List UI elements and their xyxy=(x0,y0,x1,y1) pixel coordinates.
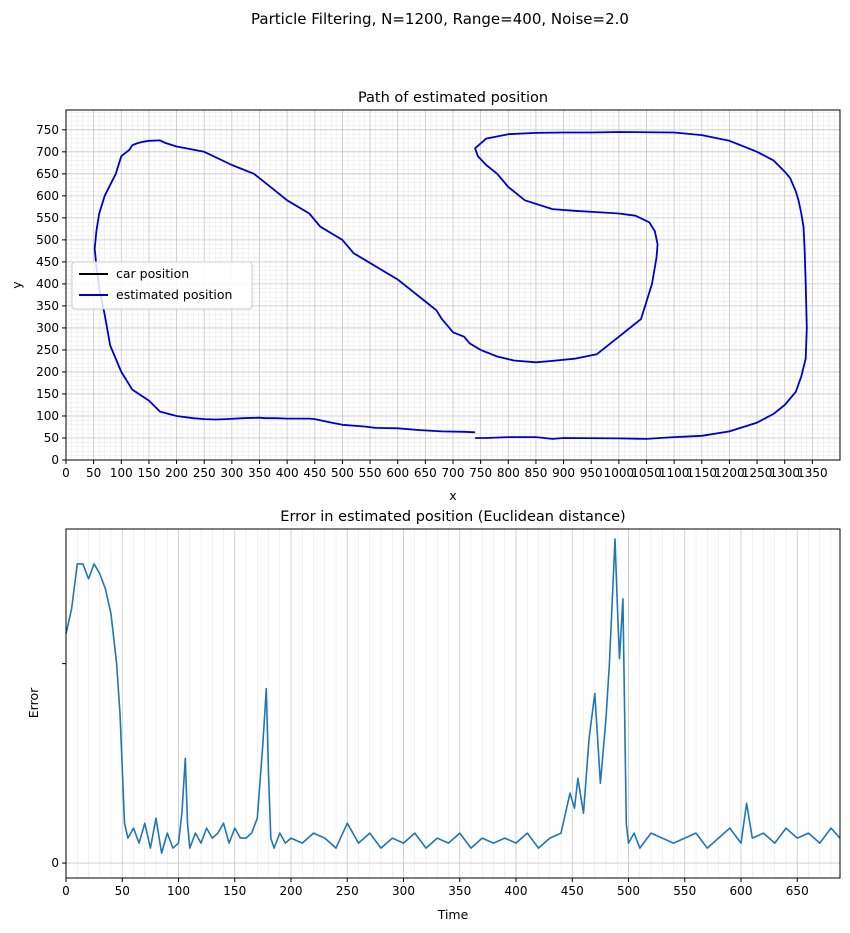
x-tick-label: 650 xyxy=(786,884,809,898)
legend-box xyxy=(71,261,253,310)
error-chart-ylabel: Error xyxy=(26,687,41,718)
x-tick-label: 600 xyxy=(386,466,409,480)
x-tick-label: 450 xyxy=(303,466,326,480)
y-tick-label: 600 xyxy=(36,189,59,203)
x-tick-label: 450 xyxy=(561,884,584,898)
x-tick-label: 400 xyxy=(276,466,299,480)
error-chart-xlabel: Time xyxy=(437,907,469,922)
legend-label-car-position: car position xyxy=(116,266,189,281)
path-chart-grid xyxy=(65,110,841,461)
x-tick-label: 1100 xyxy=(659,466,690,480)
x-tick-label: 800 xyxy=(497,466,520,480)
x-tick-label: 1050 xyxy=(631,466,662,480)
x-tick-label: 100 xyxy=(110,466,133,480)
x-tick-label: 750 xyxy=(469,466,492,480)
path-chart-x-ticks: 0 50 100 150 200 250 300 350 400 450 500 550 600 650 7… xyxy=(62,460,828,480)
legend-label-estimated-position: estimated position xyxy=(116,287,232,302)
y-tick-label: 500 xyxy=(36,233,59,247)
y-tick-label: 0 xyxy=(51,856,59,870)
error-chart-grid xyxy=(65,529,840,878)
error-chart: Error in estimated position (Euclidean d… xyxy=(26,509,841,922)
x-tick-label: 50 xyxy=(86,466,101,480)
y-tick-label: 750 xyxy=(36,123,59,137)
path-chart-title: Path of estimated position xyxy=(358,90,548,106)
error-chart-title: Error in estimated position (Euclidean d… xyxy=(280,509,625,525)
y-tick-label: 650 xyxy=(36,167,59,181)
x-tick-label: 50 xyxy=(115,884,130,898)
x-tick-label: 650 xyxy=(414,466,437,480)
figure-suptitle: Particle Filtering, N=1200, Range=400, N… xyxy=(251,10,629,28)
x-tick-label: 1000 xyxy=(604,466,635,480)
path-chart-xlabel: x xyxy=(449,488,456,503)
x-tick-label: 200 xyxy=(280,884,303,898)
x-tick-label: 150 xyxy=(223,884,246,898)
x-tick-label: 400 xyxy=(505,884,528,898)
x-tick-label: 850 xyxy=(524,466,547,480)
path-chart-series xyxy=(93,131,808,440)
x-tick-label: 600 xyxy=(730,884,753,898)
x-tick-label: 1150 xyxy=(687,466,718,480)
y-tick-label: 200 xyxy=(36,365,59,379)
x-tick-label: 300 xyxy=(392,884,415,898)
y-tick-label: 700 xyxy=(36,145,59,159)
path-chart-legend: car position estimated position xyxy=(71,261,253,310)
error-chart-frame xyxy=(65,528,841,879)
path-chart-ylabel: y xyxy=(9,281,24,289)
x-tick-label: 350 xyxy=(248,466,271,480)
x-tick-label: 550 xyxy=(673,884,696,898)
x-tick-label: 0 xyxy=(62,466,70,480)
x-tick-label: 300 xyxy=(220,466,243,480)
path-chart: Path of estimated position 0 50 100 150 200 2… xyxy=(9,90,841,503)
x-tick-label: 1300 xyxy=(769,466,800,480)
x-tick-label: 100 xyxy=(167,884,190,898)
y-tick-label: 450 xyxy=(36,255,59,269)
series-line-estimated-position xyxy=(93,131,808,440)
error-chart-series xyxy=(65,538,841,854)
x-tick-label: 500 xyxy=(617,884,640,898)
error-chart-y-ticks: 0 xyxy=(51,663,66,870)
y-tick-label: 150 xyxy=(36,387,59,401)
x-tick-label: 1250 xyxy=(742,466,773,480)
y-tick-label: 100 xyxy=(36,409,59,423)
x-tick-label: 500 xyxy=(331,466,354,480)
x-tick-label: 700 xyxy=(442,466,465,480)
x-tick-label: 250 xyxy=(193,466,216,480)
y-tick-label: 300 xyxy=(36,321,59,335)
x-tick-label: 1350 xyxy=(797,466,828,480)
path-chart-y-ticks: 0 50 100 150 200 250 300 350 400 450 500 550 600 650 7… xyxy=(36,123,66,467)
y-tick-label: 400 xyxy=(36,277,59,291)
x-tick-label: 200 xyxy=(165,466,188,480)
x-tick-label: 250 xyxy=(336,884,359,898)
y-tick-label: 50 xyxy=(44,431,59,445)
y-tick-label: 550 xyxy=(36,211,59,225)
series-line-error xyxy=(65,538,841,854)
x-tick-label: 350 xyxy=(448,884,471,898)
x-tick-label: 1200 xyxy=(714,466,745,480)
x-tick-label: 550 xyxy=(359,466,382,480)
error-chart-x-ticks: 0 50 100 150 200 250 300 350 400 450 500 550 600 650 xyxy=(62,878,809,898)
x-tick-label: 150 xyxy=(137,466,160,480)
y-tick-label: 350 xyxy=(36,299,59,313)
y-tick-label: 250 xyxy=(36,343,59,357)
x-tick-label: 0 xyxy=(62,884,70,898)
x-tick-label: 900 xyxy=(552,466,575,480)
y-tick-label: 0 xyxy=(51,453,59,467)
x-tick-label: 950 xyxy=(580,466,603,480)
